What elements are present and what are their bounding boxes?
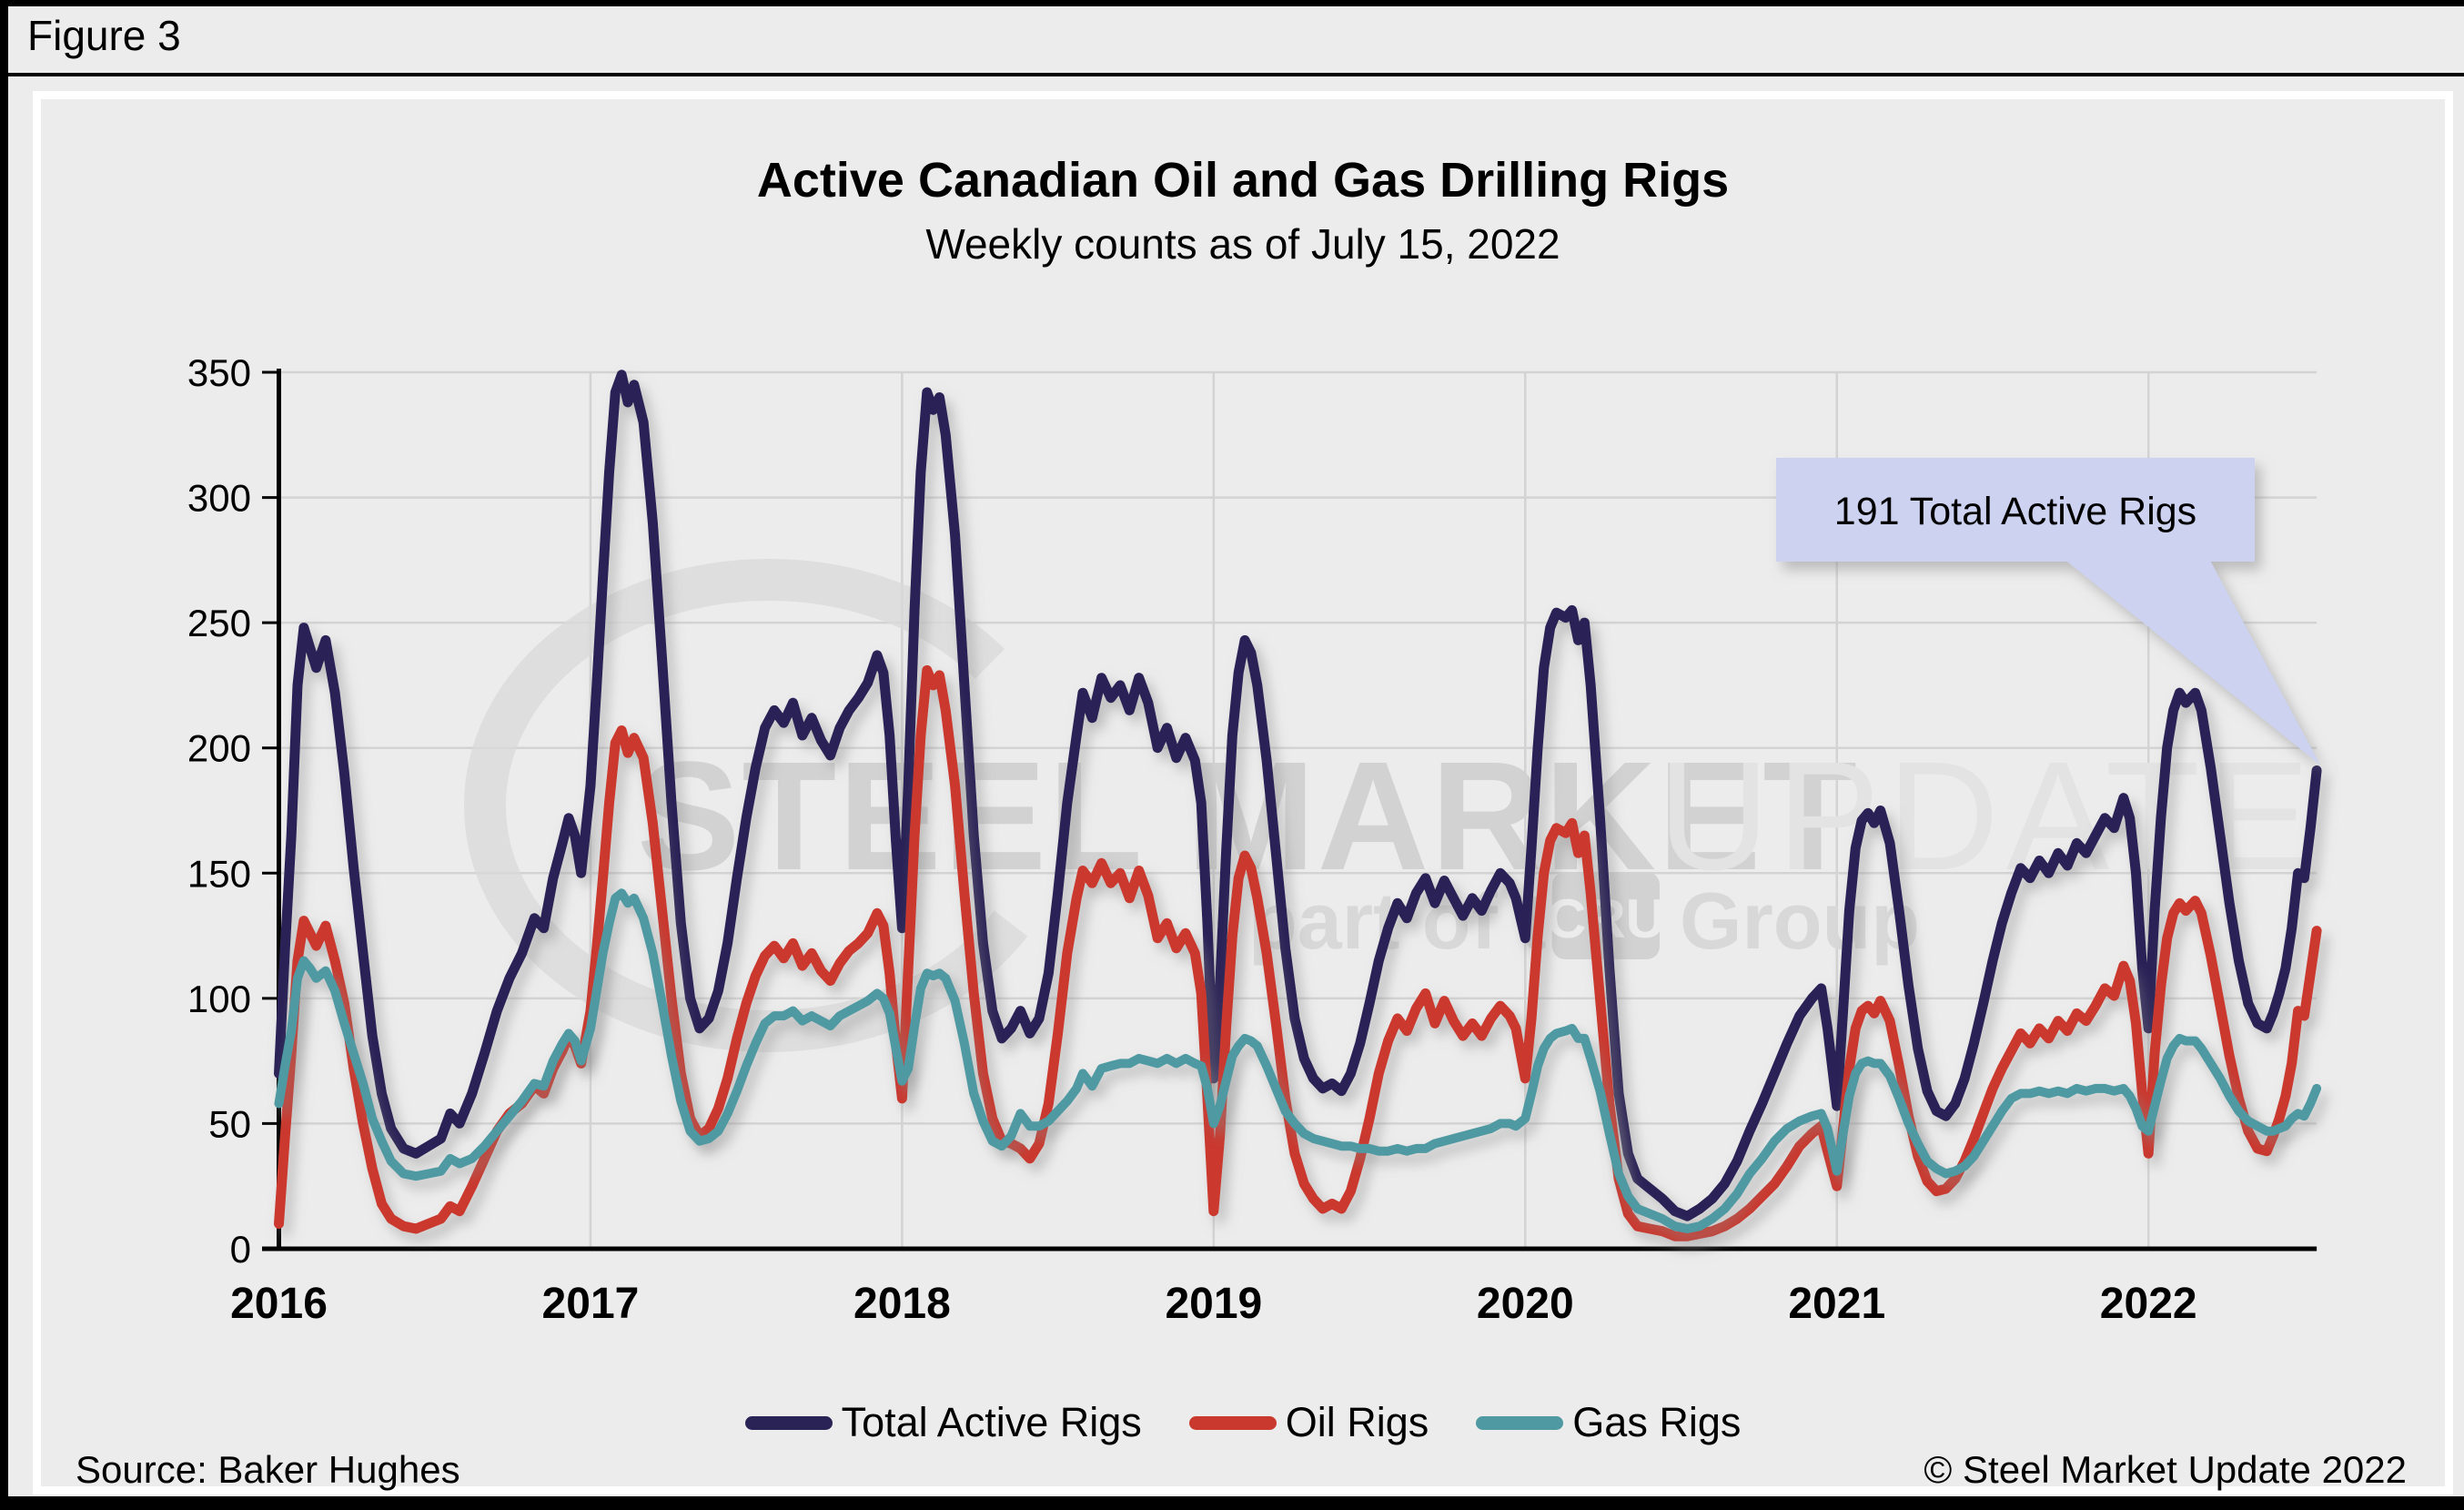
image-border-bottom [0,1496,2464,1510]
legend-label: Gas Rigs [1572,1399,1742,1445]
chart-title: Active Canadian Oil and Gas Drilling Rig… [756,153,1730,208]
figure-rule [8,73,2464,76]
figure-label: Figure 3 [27,12,181,59]
legend-label: Oil Rigs [1285,1399,1429,1445]
legend-item: Total Active Rigs [744,1399,1142,1446]
chart-panel: Active Canadian Oil and Gas Drilling Rig… [33,91,2453,1495]
legend-swatch-icon [1188,1415,1277,1430]
source-note: Source: Baker Hughes [76,1448,460,1491]
legend-label: Total Active Rigs [841,1399,1142,1445]
legend: Total Active Rigs Oil Rigs Gas Rigs [41,1399,2445,1446]
legend-swatch-icon [1476,1415,1564,1430]
copyright-note: © Steel Market Update 2022 [1924,1448,2407,1491]
chart-subtitle: Weekly counts as of July 15, 2022 [925,220,1560,268]
image-border-left [0,0,8,1510]
legend-swatch-icon [744,1415,833,1430]
legend-item: Gas Rigs [1476,1399,1741,1446]
legend-item: Oil Rigs [1188,1399,1429,1446]
image-border-top [0,0,2464,6]
